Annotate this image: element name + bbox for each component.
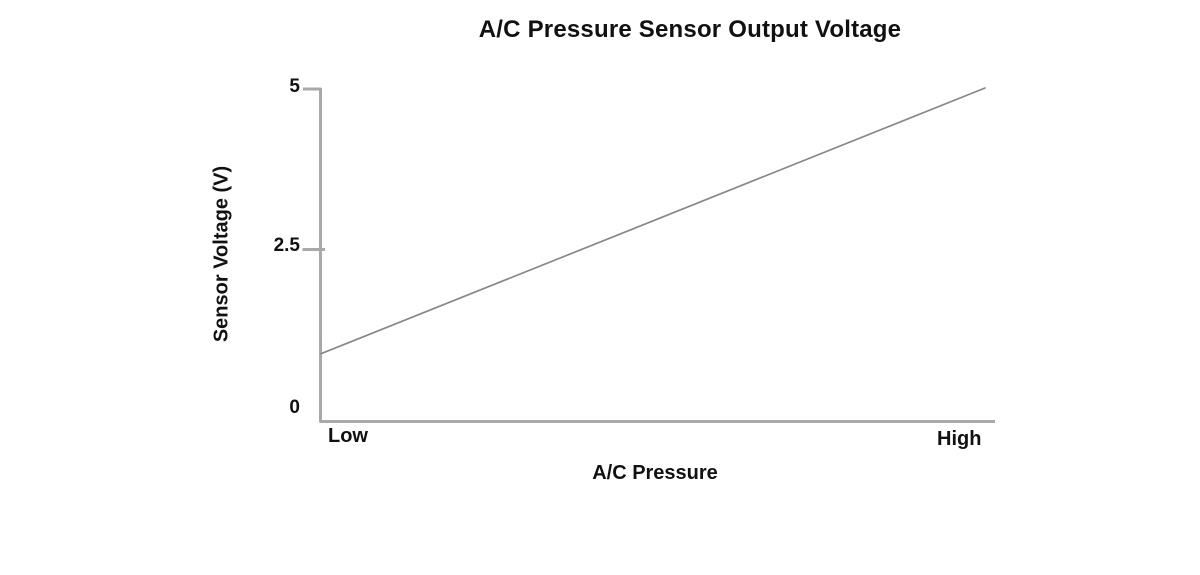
y-axis-label: Sensor Voltage (V) bbox=[210, 165, 233, 343]
axes-line bbox=[303, 87, 995, 423]
sensor-voltage-line bbox=[320, 87, 986, 355]
y-tick-label-2-5: 2.5 bbox=[273, 235, 300, 256]
x-axis-label: A/C Pressure bbox=[592, 462, 718, 484]
x-tick-label-high: High bbox=[937, 428, 982, 450]
chart-title: A/C Pressure Sensor Output Voltage bbox=[478, 16, 902, 43]
x-tick-label-low: Low bbox=[328, 425, 368, 447]
y-tick-label-5: 5 bbox=[289, 76, 300, 97]
y-tick-label-0: 0 bbox=[289, 397, 300, 418]
